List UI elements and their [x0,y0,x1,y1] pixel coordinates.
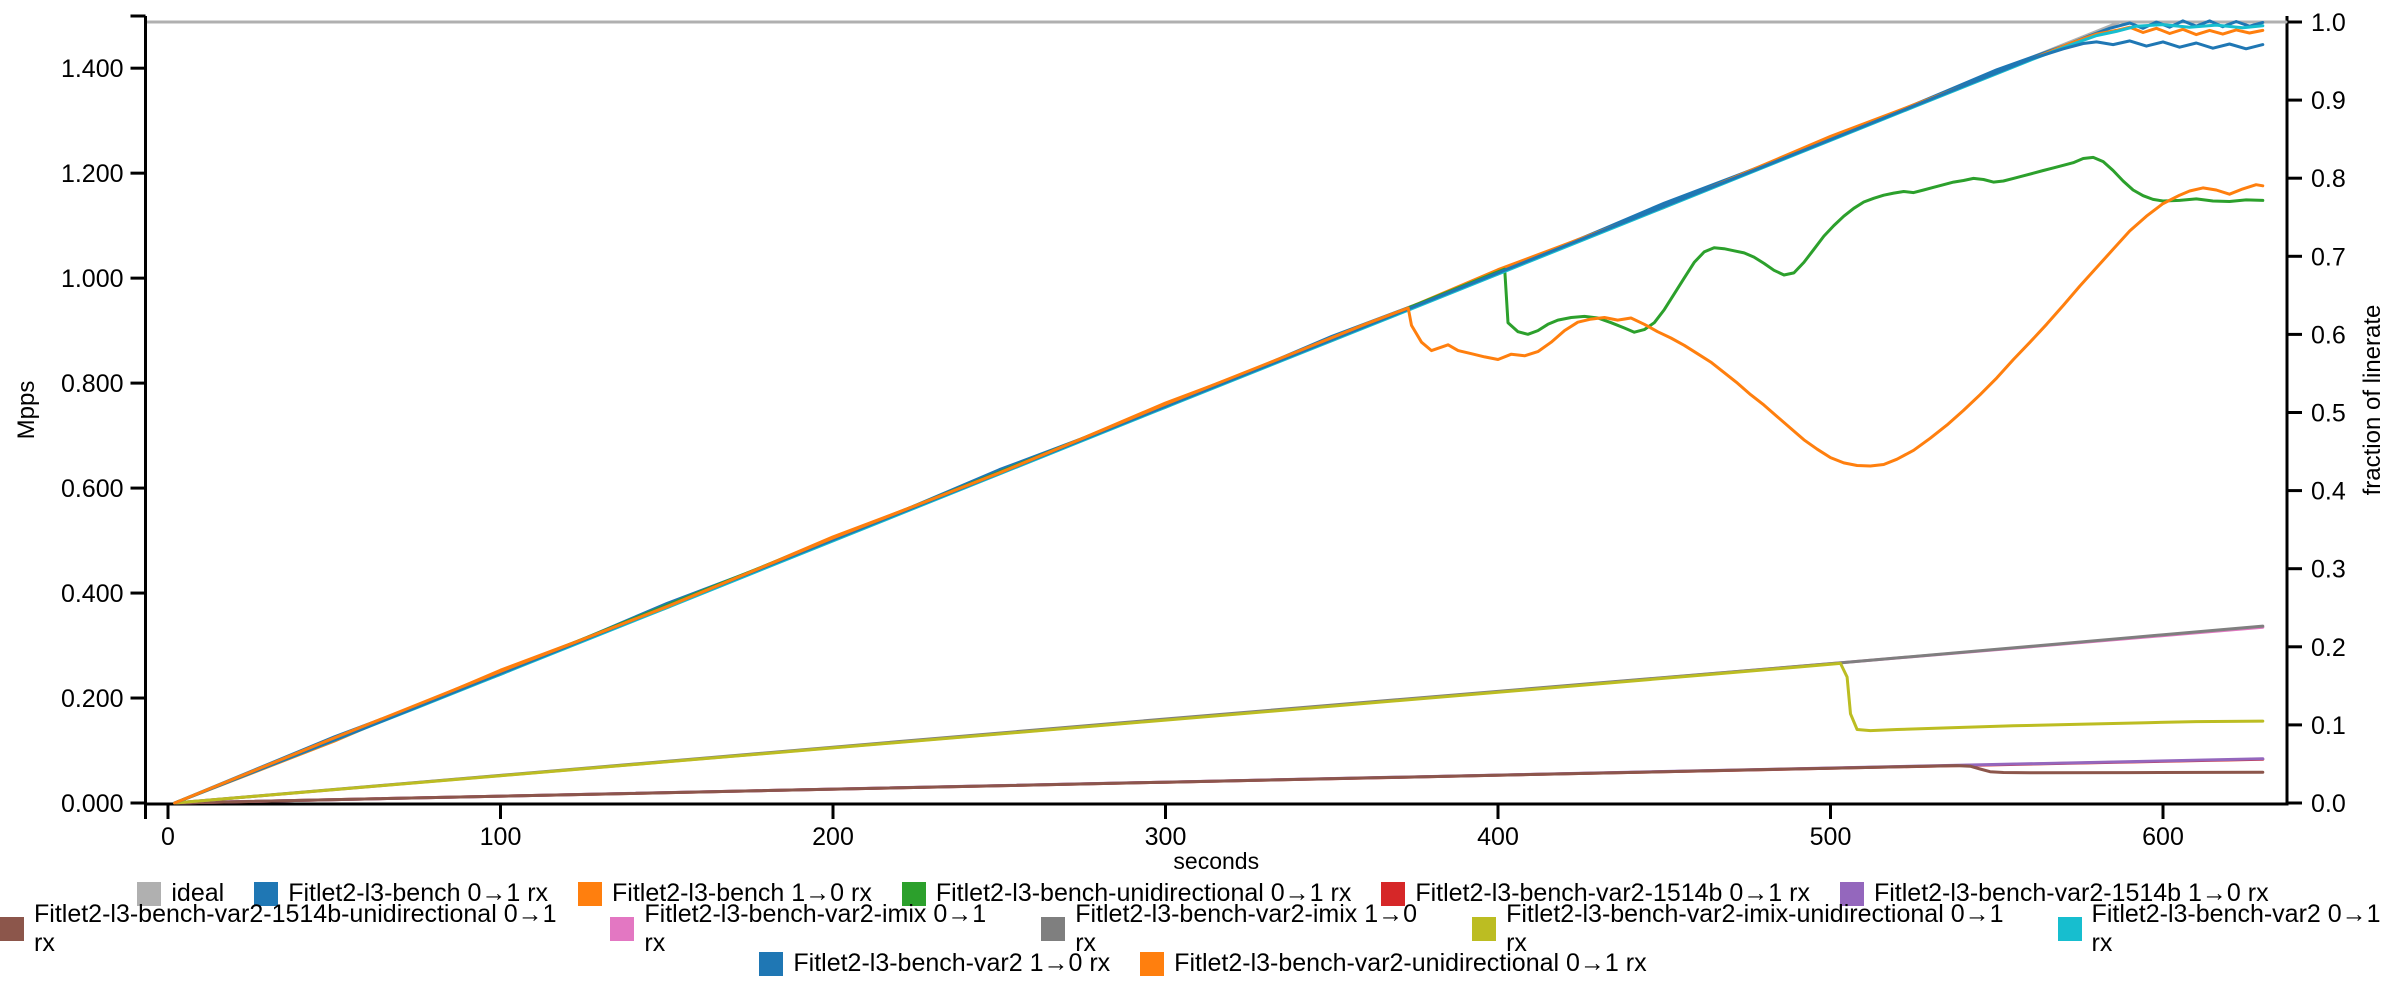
x-tick-label: 600 [2142,823,2184,851]
legend-swatch-icon [1140,951,1165,976]
y-right-tick-label: 0.5 [2311,399,2346,427]
legend-item: Fitlet2-l3-bench-var2 1→0 rx [759,949,1110,978]
series-line-1 [173,19,2265,805]
x-axis-title: seconds [1173,848,1259,872]
legend-label: Fitlet2-l3-bench 1→0 rx [612,879,872,907]
legend-swatch-icon [137,881,162,906]
legend-item: Fitlet2-l3-bench-var2-1514b 1→0 rx [1839,879,2269,908]
y-right-tick-label: 0.3 [2311,556,2346,584]
y-right-axis-title: fraction of linerate [2359,305,2386,496]
series-line-6 [173,764,2265,805]
y-left-tick-label: 1.200 [61,160,124,188]
legend-label: Fitlet2-l3-bench 0→1 rx [288,879,549,907]
legend-label: Fitlet2-l3-bench-var2 1→0 rx [793,949,1111,977]
chart-legend: ideal Fitlet2-l3-bench 0→1 rx Fitlet2-l3-b… [0,872,2406,981]
legend-label: Fitlet2-l3-bench-var2-imix-unidirectiona… [1506,899,2004,957]
legend-swatch-icon [610,916,635,941]
legend-label: Fitlet2-l3-bench-var2-1514b-unidirection… [34,899,557,957]
legend-label: Fitlet2-l3-bench-var2-imix 0→1 rx [644,899,987,957]
series-line-0 [173,20,2288,805]
legend-swatch-icon [254,881,279,906]
legend-label: Fitlet2-l3-bench-var2-1514b 0→1 rx [1415,879,1810,907]
legend-item: Fitlet2-l3-bench-var2-imix 1→0 rx [1041,900,1442,958]
y-left-tick-label: 0.600 [61,475,124,503]
legend-swatch-icon [2057,916,2082,941]
legend-swatch-icon [0,916,24,941]
legend-swatch-icon [759,951,784,976]
series-line-12 [173,183,2265,805]
y-left-tick-label: 0.000 [61,790,124,818]
benchmark-chart: 0.000 0.200 0.400 0.600 0.800 1.000 1.200 1.400… [13,9,2386,874]
legend-item: Fitlet2-l3-bench-var2-1514b 0→1 rx [1381,879,1810,908]
series-line-3 [173,155,2265,805]
series-line-9 [173,661,2265,805]
legend-swatch-icon [901,881,926,906]
x-tick-label: 500 [1810,823,1852,851]
legend-item: ideal [137,879,224,908]
legend-label: Fitlet2-l3-bench-var2-unidirectional 0→1… [1174,949,1647,977]
legend-item: Fitlet2-l3-bench-var2 0→1 rx [2057,899,2406,958]
y-left-tick-label: 1.400 [61,55,124,83]
y-left-tick-label: 1.000 [61,265,124,293]
y-right-tick-label: 1.0 [2311,9,2346,37]
legend-label: Fitlet2-l3-bench-var2 0→1 rx [2091,899,2381,957]
series-line-10 [173,23,2265,805]
legend-item: Fitlet2-l3-bench 1→0 rx [578,879,872,908]
x-tick-label: 200 [812,823,854,851]
legend-swatch-icon [1839,881,1864,906]
y-right-tick-label: 0.1 [2311,712,2346,740]
y-left-tick-label: 0.200 [61,685,124,713]
y-right-tick-label: 0.9 [2311,87,2346,115]
y-right-tick-label: 0.8 [2311,165,2346,193]
y-right-tick-label: 0.4 [2311,478,2346,506]
legend-swatch-icon [1381,881,1406,906]
legend-row: Fitlet2-l3-bench-var2 1→0 rx Fitlet2-l3-b… [0,946,2406,981]
legend-item: Fitlet2-l3-bench-var2-imix-unidirectiona… [1472,900,2027,958]
legend-swatch-icon [578,881,603,906]
y-right-tick-label: 0.0 [2311,790,2346,818]
legend-label: Fitlet2-l3-bench-var2-1514b 1→0 rx [1873,879,2269,907]
legend-item: Fitlet2-l3-bench 0→1 rx [254,879,548,908]
y-left-axis-title: Mpps [13,381,40,440]
y-left-tick-label: 0.400 [61,580,124,608]
x-tick-label: 0 [161,823,175,851]
legend-swatch-icon [1472,916,1497,941]
legend-label: Fitlet2-l3-bench-unidirectional 0→1 rx [935,879,1352,907]
legend-row: Fitlet2-l3-bench-var2-1514b-unidirection… [0,900,2406,957]
y-right-tick-label: 0.7 [2311,243,2346,271]
legend-label: Fitlet2-l3-bench-var2-imix 1→0 rx [1075,899,1418,957]
legend-item: Fitlet2-l3-bench-unidirectional 0→1 rx [901,879,1352,908]
legend-item: Fitlet2-l3-bench-var2-unidirectional 0→1… [1140,949,1647,978]
y-right-tick-label: 0.2 [2311,634,2346,662]
legend-row: ideal Fitlet2-l3-bench 0→1 rx Fitlet2-l3-b… [0,876,2406,911]
legend-swatch-icon [1041,916,1066,941]
legend-item: Fitlet2-l3-bench-var2-imix 0→1 rx [610,900,1011,958]
y-right-tick-label: 0.6 [2311,321,2346,349]
x-tick-label: 100 [480,823,522,851]
chart-canvas: 0.000 0.200 0.400 0.600 0.800 1.000 1.200 1.400… [13,9,2386,874]
x-tick-label: 400 [1477,823,1519,851]
y-left-tick-label: 0.800 [61,370,124,398]
legend-label: ideal [171,879,225,907]
series-line-2 [173,25,2265,805]
x-tick-label: 300 [1145,823,1187,851]
legend-item: Fitlet2-l3-bench-var2-1514b-unidirection… [0,900,580,958]
